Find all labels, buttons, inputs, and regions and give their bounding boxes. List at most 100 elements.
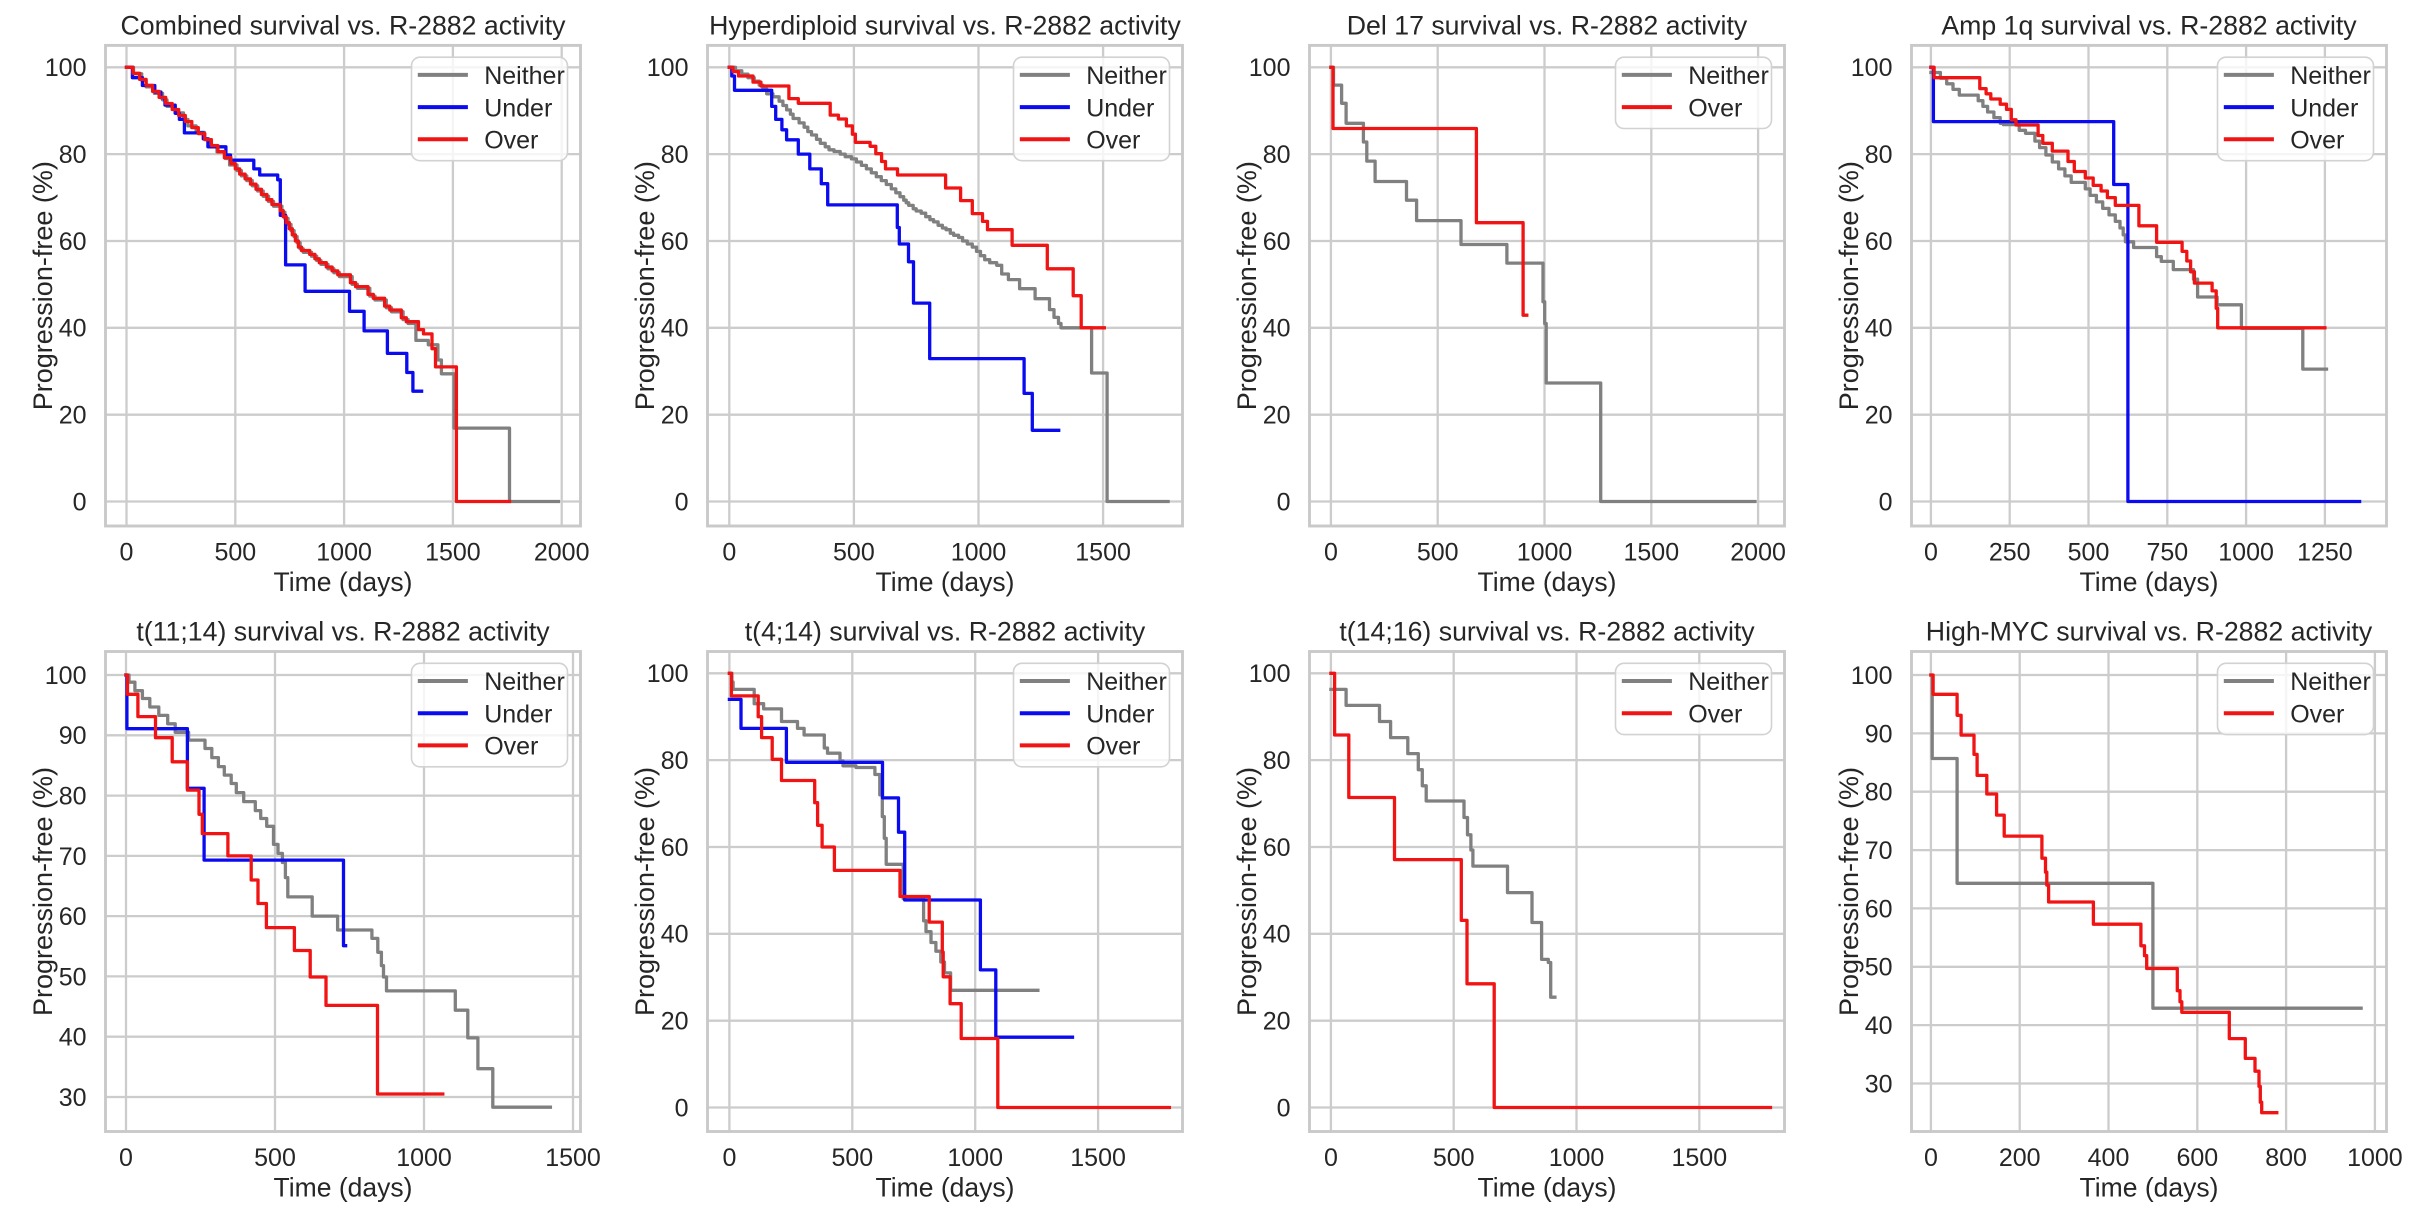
svg-text:80: 80 — [1865, 779, 1893, 807]
svg-text:40: 40 — [1263, 921, 1291, 949]
svg-text:0: 0 — [1324, 1144, 1338, 1172]
svg-text:Time (days): Time (days) — [1478, 1173, 1617, 1203]
svg-text:0: 0 — [722, 1144, 736, 1172]
svg-text:1500: 1500 — [1070, 1144, 1126, 1172]
svg-text:Progression-free (%): Progression-free (%) — [1232, 767, 1262, 1016]
svg-text:0: 0 — [1924, 539, 1938, 567]
svg-text:Progression-free (%): Progression-free (%) — [630, 767, 660, 1016]
svg-text:1500: 1500 — [425, 539, 481, 567]
svg-text:80: 80 — [59, 141, 87, 169]
svg-text:Under: Under — [484, 700, 552, 728]
svg-text:1250: 1250 — [2297, 539, 2353, 567]
svg-text:Under: Under — [1086, 700, 1154, 728]
svg-text:80: 80 — [1263, 141, 1291, 169]
svg-text:20: 20 — [1263, 1008, 1291, 1036]
svg-text:250: 250 — [1989, 539, 2031, 567]
svg-text:Progression-free (%): Progression-free (%) — [28, 767, 58, 1016]
svg-text:60: 60 — [1263, 834, 1291, 862]
svg-text:0: 0 — [675, 1094, 689, 1122]
svg-text:Neither: Neither — [2290, 62, 2371, 90]
svg-text:0: 0 — [722, 539, 736, 567]
svg-text:50: 50 — [1865, 954, 1893, 982]
svg-text:Neither: Neither — [1688, 668, 1769, 696]
svg-text:Neither: Neither — [484, 668, 565, 696]
svg-text:80: 80 — [1263, 747, 1291, 775]
svg-text:40: 40 — [59, 315, 87, 343]
svg-text:Time (days): Time (days) — [274, 567, 413, 597]
svg-text:20: 20 — [59, 402, 87, 430]
svg-text:Time (days): Time (days) — [274, 1173, 413, 1203]
svg-text:40: 40 — [661, 921, 689, 949]
svg-text:Under: Under — [484, 94, 552, 122]
svg-text:Neither: Neither — [1688, 62, 1769, 90]
svg-text:80: 80 — [59, 783, 87, 811]
svg-text:0: 0 — [1277, 1094, 1291, 1122]
svg-text:60: 60 — [661, 834, 689, 862]
svg-text:20: 20 — [661, 402, 689, 430]
svg-text:60: 60 — [59, 903, 87, 931]
svg-text:t(4;14) survival vs. R-2882 ac: t(4;14) survival vs. R-2882 activity — [745, 617, 1146, 647]
svg-text:0: 0 — [1924, 1144, 1938, 1172]
svg-text:1000: 1000 — [316, 539, 372, 567]
svg-text:2000: 2000 — [534, 539, 590, 567]
svg-text:500: 500 — [214, 539, 256, 567]
svg-text:100: 100 — [1249, 54, 1291, 82]
svg-text:40: 40 — [661, 315, 689, 343]
svg-text:500: 500 — [2068, 539, 2110, 567]
svg-text:1500: 1500 — [1075, 539, 1131, 567]
svg-text:0: 0 — [73, 488, 87, 516]
svg-text:60: 60 — [661, 228, 689, 256]
svg-text:1000: 1000 — [396, 1144, 452, 1172]
svg-text:100: 100 — [45, 54, 87, 82]
svg-text:Time (days): Time (days) — [876, 567, 1015, 597]
svg-text:Over: Over — [1688, 94, 1742, 122]
svg-text:1000: 1000 — [1517, 539, 1573, 567]
svg-text:90: 90 — [1865, 720, 1893, 748]
svg-text:1000: 1000 — [2218, 539, 2274, 567]
svg-text:Progression-free (%): Progression-free (%) — [1232, 161, 1262, 410]
svg-text:40: 40 — [1865, 315, 1893, 343]
svg-text:80: 80 — [1865, 141, 1893, 169]
svg-text:t(14;16) survival vs. R-2882 a: t(14;16) survival vs. R-2882 activity — [1339, 617, 1755, 647]
svg-text:Progression-free (%): Progression-free (%) — [1834, 161, 1864, 410]
svg-text:Neither: Neither — [1086, 668, 1167, 696]
svg-text:500: 500 — [1417, 539, 1459, 567]
svg-text:100: 100 — [1851, 54, 1893, 82]
svg-text:60: 60 — [1865, 228, 1893, 256]
svg-text:200: 200 — [1999, 1144, 2041, 1172]
svg-text:60: 60 — [59, 228, 87, 256]
svg-text:0: 0 — [1277, 488, 1291, 516]
svg-text:0: 0 — [675, 488, 689, 516]
svg-text:1500: 1500 — [1671, 1144, 1727, 1172]
svg-text:Amp 1q survival vs. R-2882 act: Amp 1q survival vs. R-2882 activity — [1941, 10, 2357, 40]
svg-text:500: 500 — [831, 1144, 873, 1172]
svg-text:20: 20 — [1263, 402, 1291, 430]
svg-text:500: 500 — [254, 1144, 296, 1172]
svg-text:80: 80 — [661, 747, 689, 775]
svg-text:500: 500 — [1433, 1144, 1475, 1172]
svg-text:Time (days): Time (days) — [2080, 567, 2219, 597]
svg-text:750: 750 — [2146, 539, 2188, 567]
svg-text:Time (days): Time (days) — [1478, 567, 1617, 597]
svg-text:Over: Over — [484, 127, 538, 155]
svg-text:1500: 1500 — [545, 1144, 601, 1172]
svg-text:Combined survival vs. R-2882 a: Combined survival vs. R-2882 activity — [121, 10, 567, 40]
svg-text:2000: 2000 — [1730, 539, 1786, 567]
svg-text:100: 100 — [1851, 662, 1893, 690]
svg-text:Neither: Neither — [484, 62, 565, 90]
svg-text:0: 0 — [1879, 488, 1893, 516]
svg-text:70: 70 — [1865, 837, 1893, 865]
svg-text:Del 17 survival vs. R-2882 act: Del 17 survival vs. R-2882 activity — [1347, 10, 1748, 40]
svg-text:Progression-free (%): Progression-free (%) — [1834, 767, 1864, 1016]
svg-text:0: 0 — [119, 1144, 133, 1172]
svg-text:Neither: Neither — [2290, 668, 2371, 696]
svg-text:Hyperdiploid survival vs. R-28: Hyperdiploid survival vs. R-2882 activit… — [709, 10, 1181, 40]
svg-text:High-MYC survival vs. R-2882 a: High-MYC survival vs. R-2882 activity — [1926, 617, 2373, 647]
svg-text:70: 70 — [59, 843, 87, 871]
svg-text:100: 100 — [647, 660, 689, 688]
svg-text:50: 50 — [59, 963, 87, 991]
svg-text:100: 100 — [1249, 660, 1291, 688]
svg-text:40: 40 — [1865, 1012, 1893, 1040]
svg-text:Progression-free (%): Progression-free (%) — [28, 161, 58, 410]
svg-text:Over: Over — [1688, 700, 1742, 728]
